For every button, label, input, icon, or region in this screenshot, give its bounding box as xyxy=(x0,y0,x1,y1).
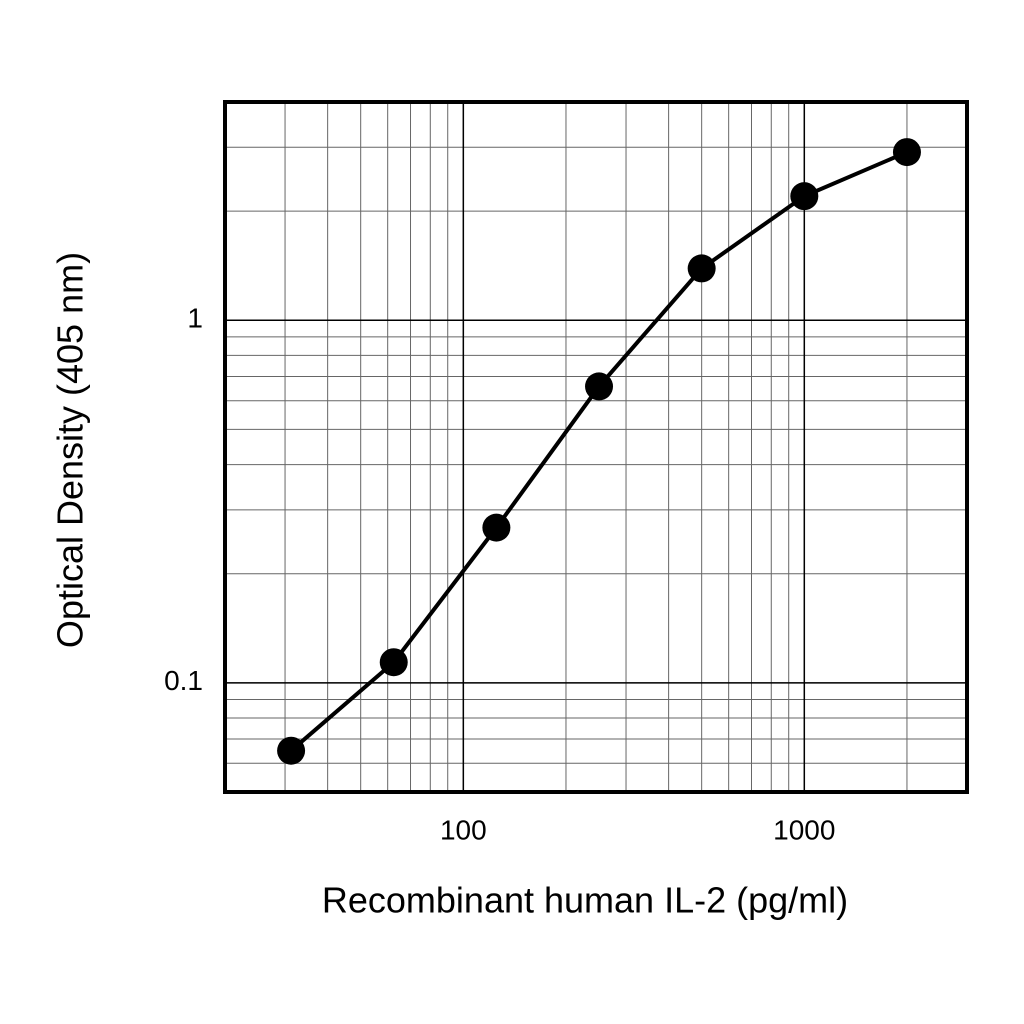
y-tick-label: 0.1 xyxy=(164,665,203,696)
x-tick-label: 100 xyxy=(440,814,487,845)
data-point xyxy=(277,736,306,765)
data-point xyxy=(482,513,511,542)
y-tick-label: 1 xyxy=(187,303,203,334)
data-point xyxy=(892,138,921,167)
plot-frame xyxy=(223,100,969,794)
x-tick-label: 1000 xyxy=(773,814,835,845)
data-point xyxy=(687,254,716,283)
data-point xyxy=(790,182,819,211)
data-point xyxy=(379,648,408,677)
data-point xyxy=(585,372,614,401)
y-axis-label: Optical Density (405 nm) xyxy=(50,252,91,648)
x-axis-label: Recombinant human IL-2 (pg/ml) xyxy=(322,880,848,921)
